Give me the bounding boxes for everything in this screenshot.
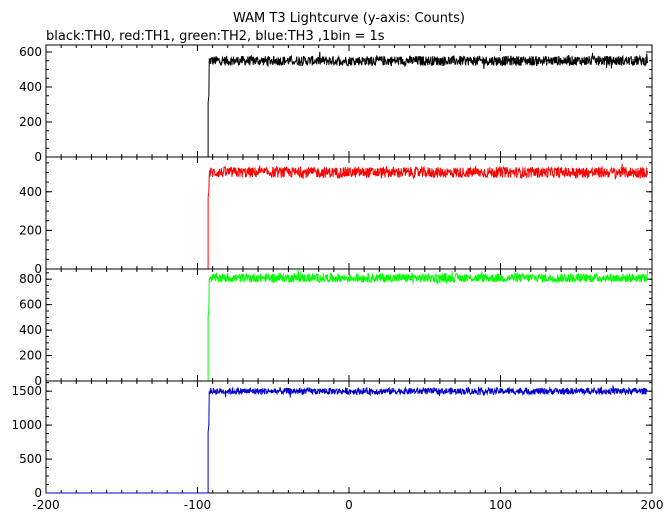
y-tick-label: 1500 — [11, 384, 42, 398]
y-tick-label: 200 — [19, 115, 42, 129]
series-line-4 — [46, 385, 648, 494]
y-tick-label: 400 — [19, 185, 42, 199]
chart-subtitle: black:TH0, red:TH1, green:TH2, blue:TH3 … — [46, 29, 385, 44]
y-tick-label: 0 — [34, 150, 42, 164]
y-tick-label: 500 — [19, 452, 42, 466]
y-tick-label: 200 — [19, 349, 42, 363]
panel-3-frame — [45, 268, 653, 382]
series-line-2 — [46, 163, 648, 270]
y-tick-label: 600 — [19, 45, 42, 59]
y-tick-label: 600 — [19, 298, 42, 312]
series-line-3 — [46, 269, 648, 382]
y-tick-label: 800 — [19, 272, 42, 286]
x-tick-label: 0 — [345, 498, 353, 512]
y-tick-label: 200 — [19, 223, 42, 237]
y-tick-label: 0 — [34, 262, 42, 276]
y-tick-label: 0 — [34, 374, 42, 388]
chart-title: WAM T3 Lightcurve (y-axis: Counts) — [233, 11, 465, 26]
series-line-1 — [46, 51, 648, 158]
y-tick-label: 1000 — [11, 418, 42, 432]
x-tick-label: -100 — [184, 498, 211, 512]
panels-group: 0200400600020040002004006008000500100015… — [11, 44, 664, 512]
y-tick-label: 400 — [19, 80, 42, 94]
x-tick-label: 100 — [489, 498, 512, 512]
x-tick-label: 200 — [641, 498, 664, 512]
panel-4-frame — [45, 380, 653, 494]
y-tick-label: 0 — [34, 486, 42, 500]
y-tick-label: 400 — [19, 323, 42, 337]
x-tick-label: -200 — [32, 498, 59, 512]
